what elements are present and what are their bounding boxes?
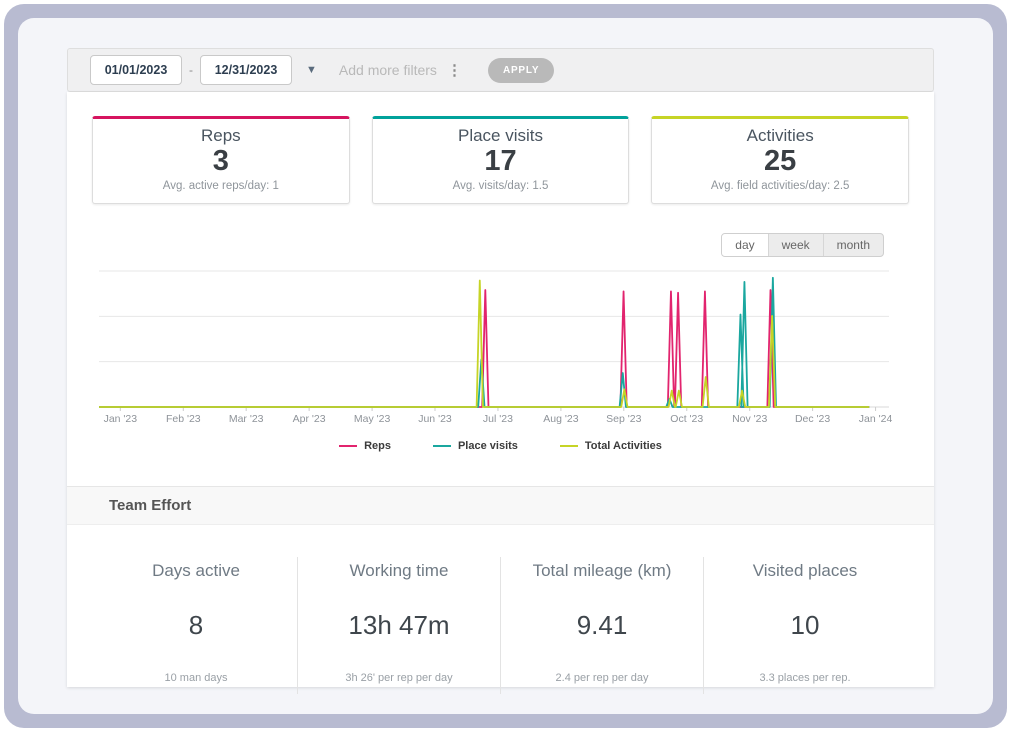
card-title: Activities	[652, 126, 908, 146]
card-title: Place visits	[373, 126, 629, 146]
legend-item[interactable]: Place visits	[433, 440, 518, 452]
toggle-month-button[interactable]: month	[823, 234, 883, 256]
activity-chart-wrap: Jan '23 Feb '23 Mar '23 Apr '23 May '23 Jun '…	[85, 265, 934, 432]
granularity-toggle: day week month	[721, 233, 884, 257]
svg-text:Sep '23: Sep '23	[606, 413, 641, 425]
chart-legend: Reps Place visits Total Activities	[67, 440, 934, 452]
svg-text:Jan '23: Jan '23	[104, 413, 138, 425]
legend-item[interactable]: Reps	[339, 440, 391, 452]
card-value: 17	[373, 146, 629, 178]
card-subtitle: Avg. active reps/day: 1	[93, 180, 349, 192]
date-from-input[interactable]	[90, 55, 182, 85]
stat-subtitle: 3h 26' per rep per day	[298, 672, 500, 684]
kebab-menu-icon[interactable]: ⋮	[447, 61, 462, 79]
legend-item[interactable]: Total Activities	[560, 440, 662, 452]
team-effort-stats: Days active 8 10 man days Working time 1…	[67, 557, 934, 694]
svg-text:Apr '23: Apr '23	[293, 413, 326, 425]
dashboard-panel: - ▼ Add more filters ⋮ APPLY Reps 3 Avg.…	[18, 18, 993, 714]
stat-title: Total mileage (km)	[501, 561, 703, 581]
card-subtitle: Avg. field activities/day: 2.5	[652, 180, 908, 192]
legend-label: Total Activities	[585, 440, 662, 452]
toggle-day-button[interactable]: day	[722, 234, 767, 256]
svg-text:May '23: May '23	[354, 413, 391, 425]
team-stat-visited-places: Visited places 10 3.3 places per rep.	[703, 557, 906, 694]
team-stat-working-time: Working time 13h 47m 3h 26' per rep per …	[297, 557, 500, 694]
card-value: 25	[652, 146, 908, 178]
filter-bar: - ▼ Add more filters ⋮ APPLY	[67, 48, 934, 92]
svg-text:Mar '23: Mar '23	[229, 413, 264, 425]
legend-dash	[433, 445, 451, 447]
svg-text:Jul '23: Jul '23	[483, 413, 513, 425]
stat-subtitle: 2.4 per rep per day	[501, 672, 703, 684]
legend-dash	[560, 445, 578, 447]
stat-title: Days active	[95, 561, 297, 581]
activity-chart[interactable]: Jan '23 Feb '23 Mar '23 Apr '23 May '23 Jun '…	[85, 265, 905, 427]
team-effort-heading: Team Effort	[67, 486, 934, 525]
svg-text:Aug '23: Aug '23	[543, 413, 578, 425]
stat-title: Visited places	[704, 561, 906, 581]
toggle-week-button[interactable]: week	[768, 234, 823, 256]
main-content-card: Reps 3 Avg. active reps/day: 1 Place vis…	[67, 92, 934, 687]
svg-text:Dec '23: Dec '23	[795, 413, 830, 425]
svg-text:Feb '23: Feb '23	[166, 413, 201, 425]
team-stat-total-mileage: Total mileage (km) 9.41 2.4 per rep per …	[500, 557, 703, 694]
svg-text:Nov '23: Nov '23	[732, 413, 767, 425]
date-to-input[interactable]	[200, 55, 292, 85]
stat-value: 10	[704, 610, 906, 641]
stat-subtitle: 10 man days	[95, 672, 297, 684]
window-frame: - ▼ Add more filters ⋮ APPLY Reps 3 Avg.…	[4, 4, 1007, 728]
card-subtitle: Avg. visits/day: 1.5	[373, 180, 629, 192]
stat-subtitle: 3.3 places per rep.	[704, 672, 906, 684]
svg-text:Jun '23: Jun '23	[418, 413, 452, 425]
legend-label: Reps	[364, 440, 391, 452]
team-stat-days-active: Days active 8 10 man days	[95, 557, 297, 694]
summary-card[interactable]: Activities 25 Avg. field activities/day:…	[651, 116, 909, 204]
granularity-toggle-row: day week month	[67, 233, 884, 257]
add-more-filters-button[interactable]: Add more filters	[339, 62, 437, 78]
stat-value: 9.41	[501, 610, 703, 641]
apply-button[interactable]: APPLY	[488, 58, 554, 83]
stat-value: 13h 47m	[298, 610, 500, 641]
stat-value: 8	[95, 610, 297, 641]
summary-card[interactable]: Place visits 17 Avg. visits/day: 1.5	[372, 116, 630, 204]
chevron-down-icon[interactable]: ▼	[306, 64, 317, 76]
legend-label: Place visits	[458, 440, 518, 452]
legend-dash	[339, 445, 357, 447]
svg-text:Jan '24: Jan '24	[859, 413, 893, 425]
svg-text:Oct '23: Oct '23	[670, 413, 703, 425]
summary-cards-row: Reps 3 Avg. active reps/day: 1 Place vis…	[67, 92, 934, 204]
date-range-separator: -	[189, 63, 193, 77]
stat-title: Working time	[298, 561, 500, 581]
card-value: 3	[93, 146, 349, 178]
summary-card[interactable]: Reps 3 Avg. active reps/day: 1	[92, 116, 350, 204]
card-title: Reps	[93, 126, 349, 146]
